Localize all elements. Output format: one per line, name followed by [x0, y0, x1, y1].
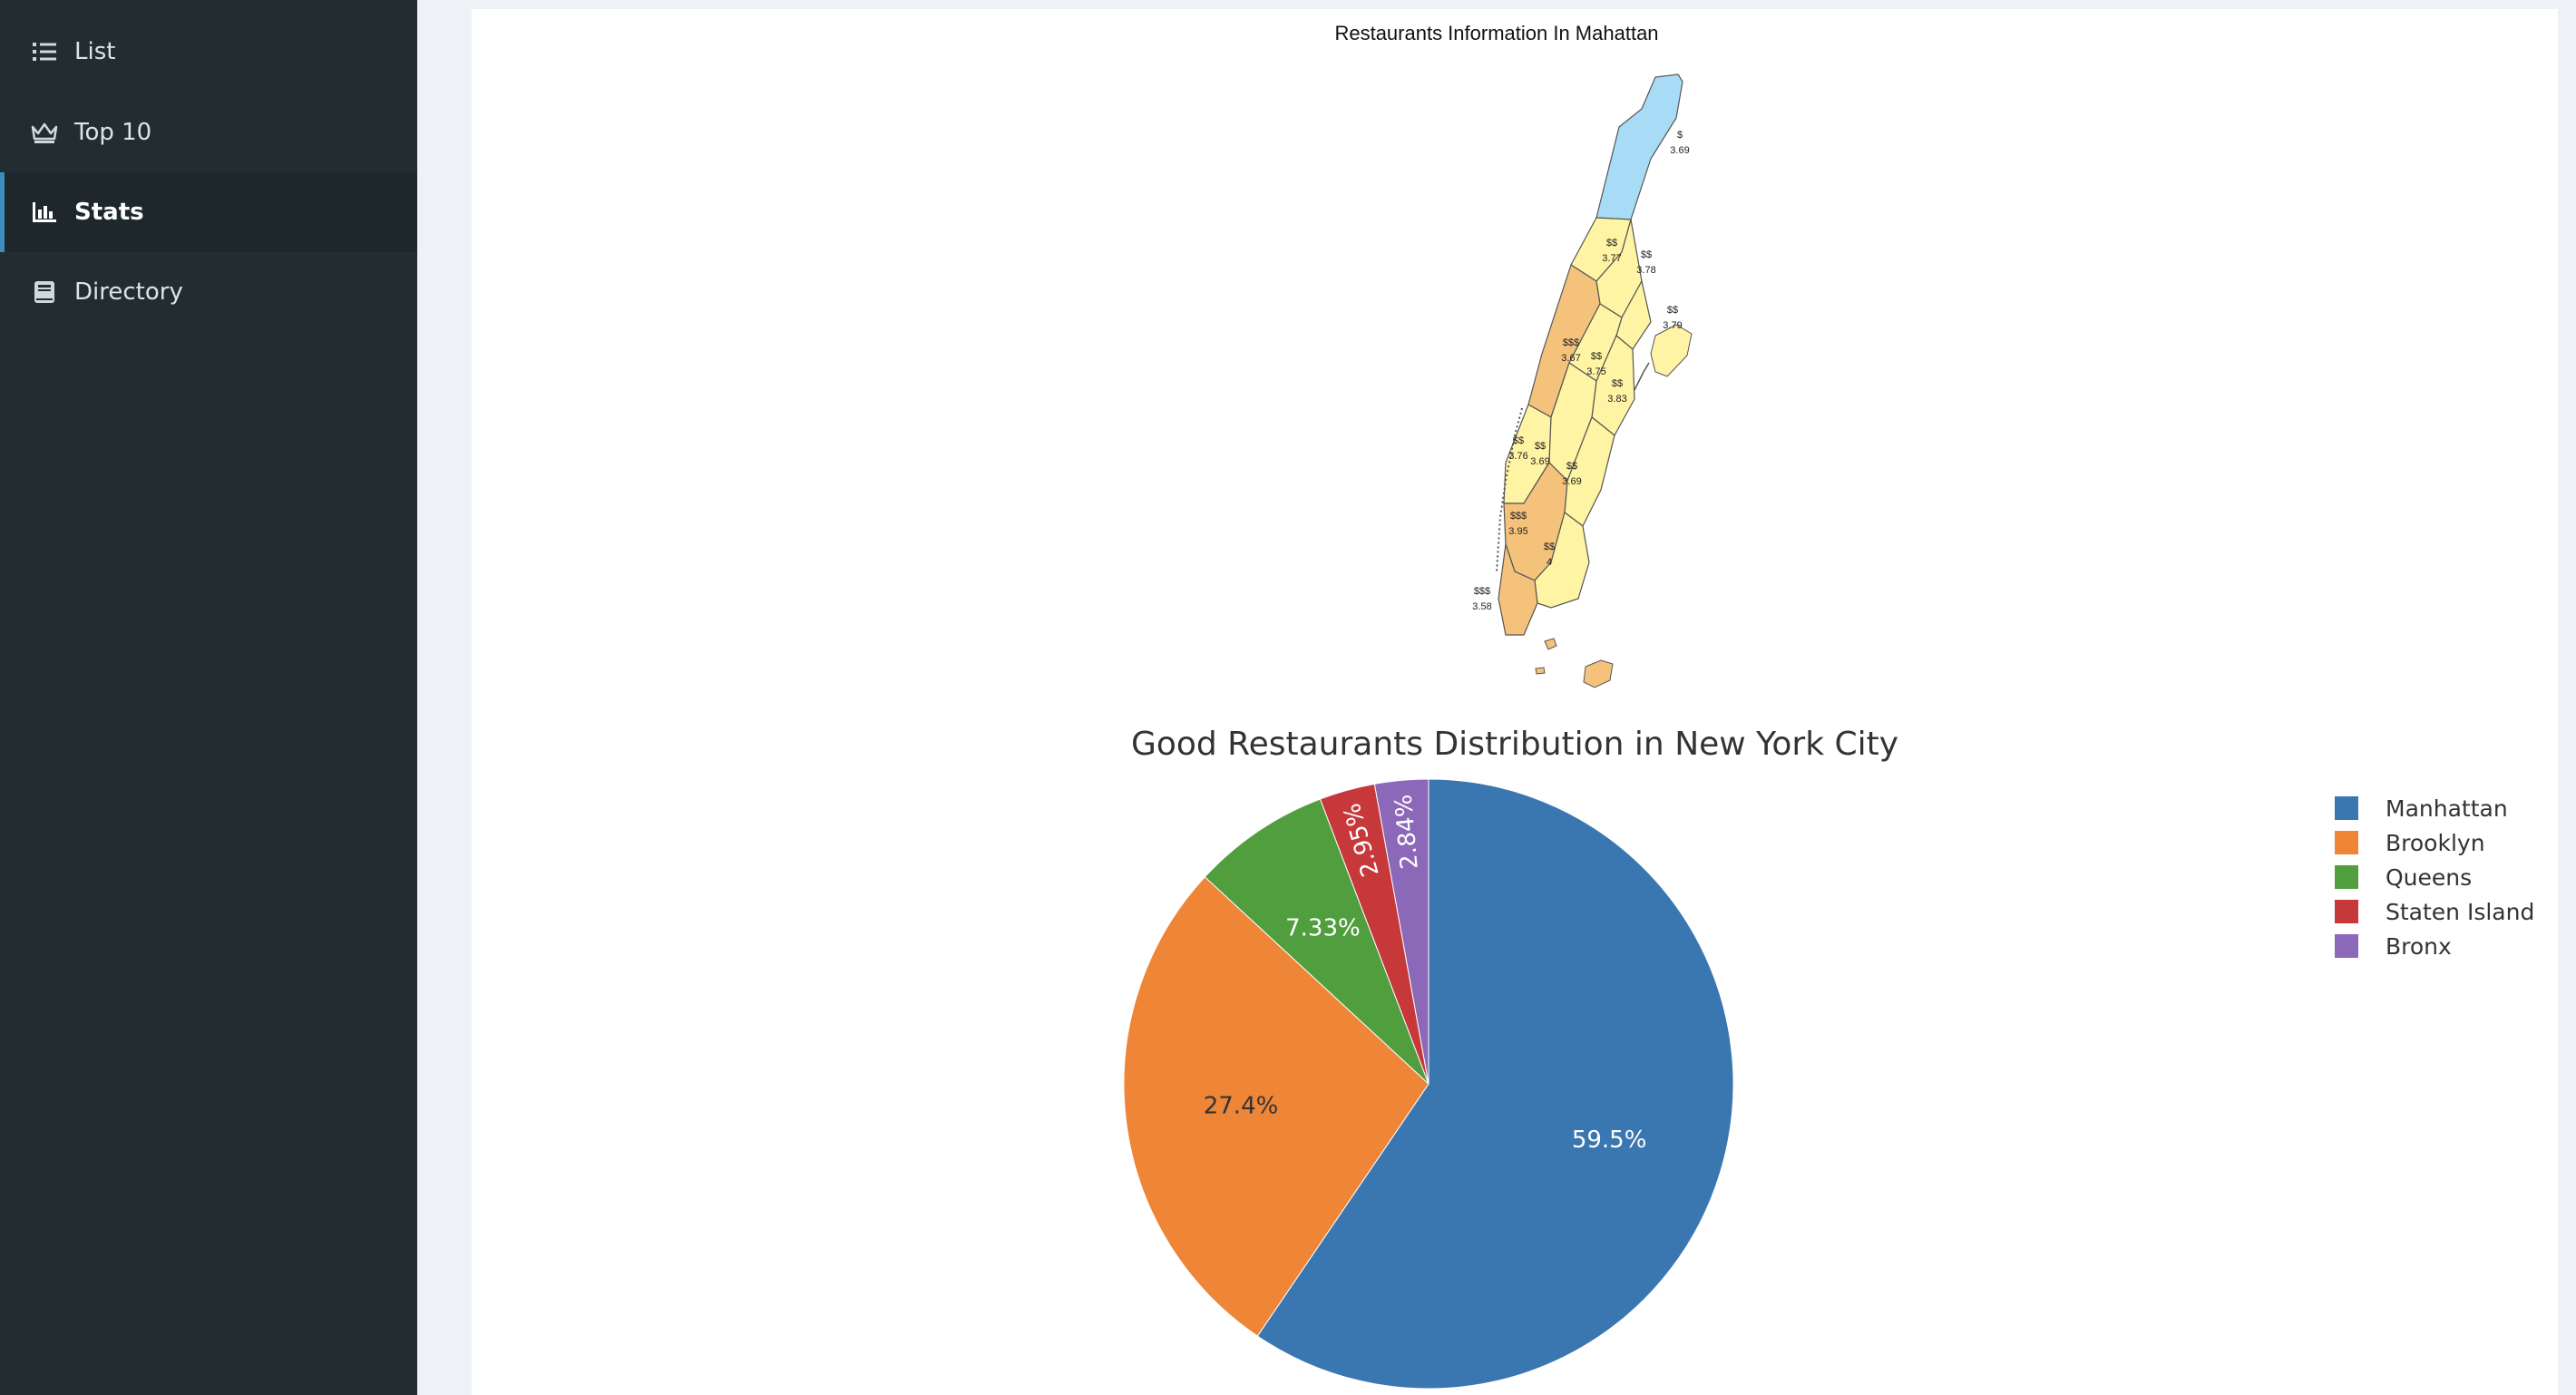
- map-island: [1535, 667, 1546, 675]
- map-rating-label: 3.69: [1562, 476, 1581, 487]
- sidebar-item-label: Directory: [74, 278, 183, 306]
- map-price-label: $$: [1641, 249, 1652, 260]
- map-price-label: $$: [1566, 461, 1577, 472]
- map-price-label: $$: [1667, 305, 1678, 316]
- map-rating-label: 3.67: [1561, 353, 1580, 364]
- legend-swatch: [2335, 865, 2358, 889]
- legend-item[interactable]: Queens: [2335, 860, 2534, 894]
- map-shoreline: [1634, 362, 1650, 391]
- chart-legend: Manhattan Brooklyn Queens Staten Island Bron…: [2335, 791, 2534, 963]
- pie-slice-brooklyn[interactable]: [1123, 876, 1429, 1337]
- map-rating-label: 3.58: [1472, 601, 1491, 612]
- sidebar-item-top-10[interactable]: Top 10: [0, 93, 417, 172]
- map-price-label: $$: [1535, 441, 1546, 452]
- legend-swatch: [2335, 900, 2358, 923]
- map-rating-label: 4: [1547, 557, 1552, 568]
- legend-item[interactable]: Bronx: [2335, 929, 2534, 963]
- list-icon: [31, 38, 58, 65]
- sidebar-item-directory[interactable]: Directory: [0, 252, 417, 332]
- legend-label: Queens: [2386, 863, 2473, 891]
- map-rating-label: 3.78: [1636, 265, 1655, 276]
- map-price-label: $$: [1513, 435, 1524, 446]
- map-region[interactable]: [1498, 543, 1538, 636]
- map-price-label: $$: [1591, 351, 1602, 362]
- map-price-label: $$: [1606, 238, 1617, 249]
- map-title: Restaurants Information In Mahattan: [1334, 22, 1659, 44]
- legend-swatch: [2335, 796, 2358, 820]
- map-shoreline: [1496, 407, 1523, 572]
- map-region[interactable]: [1595, 73, 1683, 220]
- main-content: Restaurants Information In Mahattan $3.6…: [472, 9, 2558, 1395]
- map-price-label: $: [1677, 130, 1683, 141]
- map-rating-label: 3.69: [1530, 456, 1549, 467]
- sidebar-item-stats[interactable]: Stats: [0, 172, 417, 252]
- map-rating-label: 3.69: [1670, 145, 1689, 156]
- legend-swatch: [2335, 831, 2358, 854]
- map-rating-label: 3.75: [1586, 366, 1605, 377]
- map-rating-label: 3.83: [1607, 394, 1626, 405]
- crown-icon: [31, 119, 58, 146]
- pie-chart[interactable]: 59.5%27.4%7.33%2.95% 2.84%: [472, 9, 2558, 1395]
- pie-slice-manhattan[interactable]: [1256, 778, 1734, 1390]
- legend-item[interactable]: Staten Island: [2335, 894, 2534, 929]
- pie-slice-label: 2.84%: [1390, 794, 1424, 871]
- sidebar-item-label: Top 10: [74, 119, 152, 146]
- legend-label: Bronx: [2386, 932, 2452, 960]
- legend-swatch: [2335, 934, 2358, 958]
- legend-label: Manhattan: [2386, 795, 2508, 822]
- manhattan-map[interactable]: $3.69 $$ 3.77 $$ 3.78 $$ 3.79 $$$ 3.67 $$ 3.75 $$ 3.…: [472, 9, 2558, 717]
- legend-label: Brooklyn: [2386, 829, 2485, 856]
- map-rating-label: 3.76: [1508, 451, 1527, 462]
- sidebar-item-label: List: [74, 38, 116, 65]
- pie-slice-queens[interactable]: [1204, 798, 1429, 1085]
- map-region[interactable]: [1534, 511, 1590, 609]
- legend-item[interactable]: Manhattan: [2335, 791, 2534, 825]
- map-price-label: $$$: [1474, 586, 1490, 597]
- pie-chart-title: Good Restaurants Distribution in New Yor…: [1130, 726, 1899, 763]
- map-price-label: $$$: [1563, 337, 1579, 348]
- pie-slice-label: 7.33%: [1285, 914, 1361, 941]
- pie-slice-label: 27.4%: [1204, 1093, 1279, 1120]
- map-rating-label: 3.79: [1663, 320, 1682, 331]
- pie-slice-label: 59.5%: [1572, 1127, 1647, 1154]
- map-island: [1650, 324, 1693, 377]
- book-icon: [31, 278, 58, 306]
- map-price-label: $$$: [1510, 511, 1527, 522]
- sidebar: List Top 10 Stats Directory: [0, 0, 417, 1395]
- legend-item[interactable]: Brooklyn: [2335, 825, 2534, 860]
- map-island: [1544, 638, 1557, 650]
- map-island: [1583, 659, 1614, 688]
- bar-chart-icon: [31, 199, 58, 226]
- map-rating-label: 3.77: [1602, 253, 1621, 264]
- sidebar-item-label: Stats: [74, 199, 144, 226]
- map-price-label: $$: [1612, 378, 1623, 389]
- pie-slice-bronx[interactable]: [1373, 778, 1429, 1085]
- map-rating-label: 3.95: [1508, 526, 1527, 537]
- legend-label: Staten Island: [2386, 898, 2535, 925]
- map-price-label: $$: [1544, 541, 1555, 552]
- sidebar-item-list[interactable]: List: [0, 12, 417, 92]
